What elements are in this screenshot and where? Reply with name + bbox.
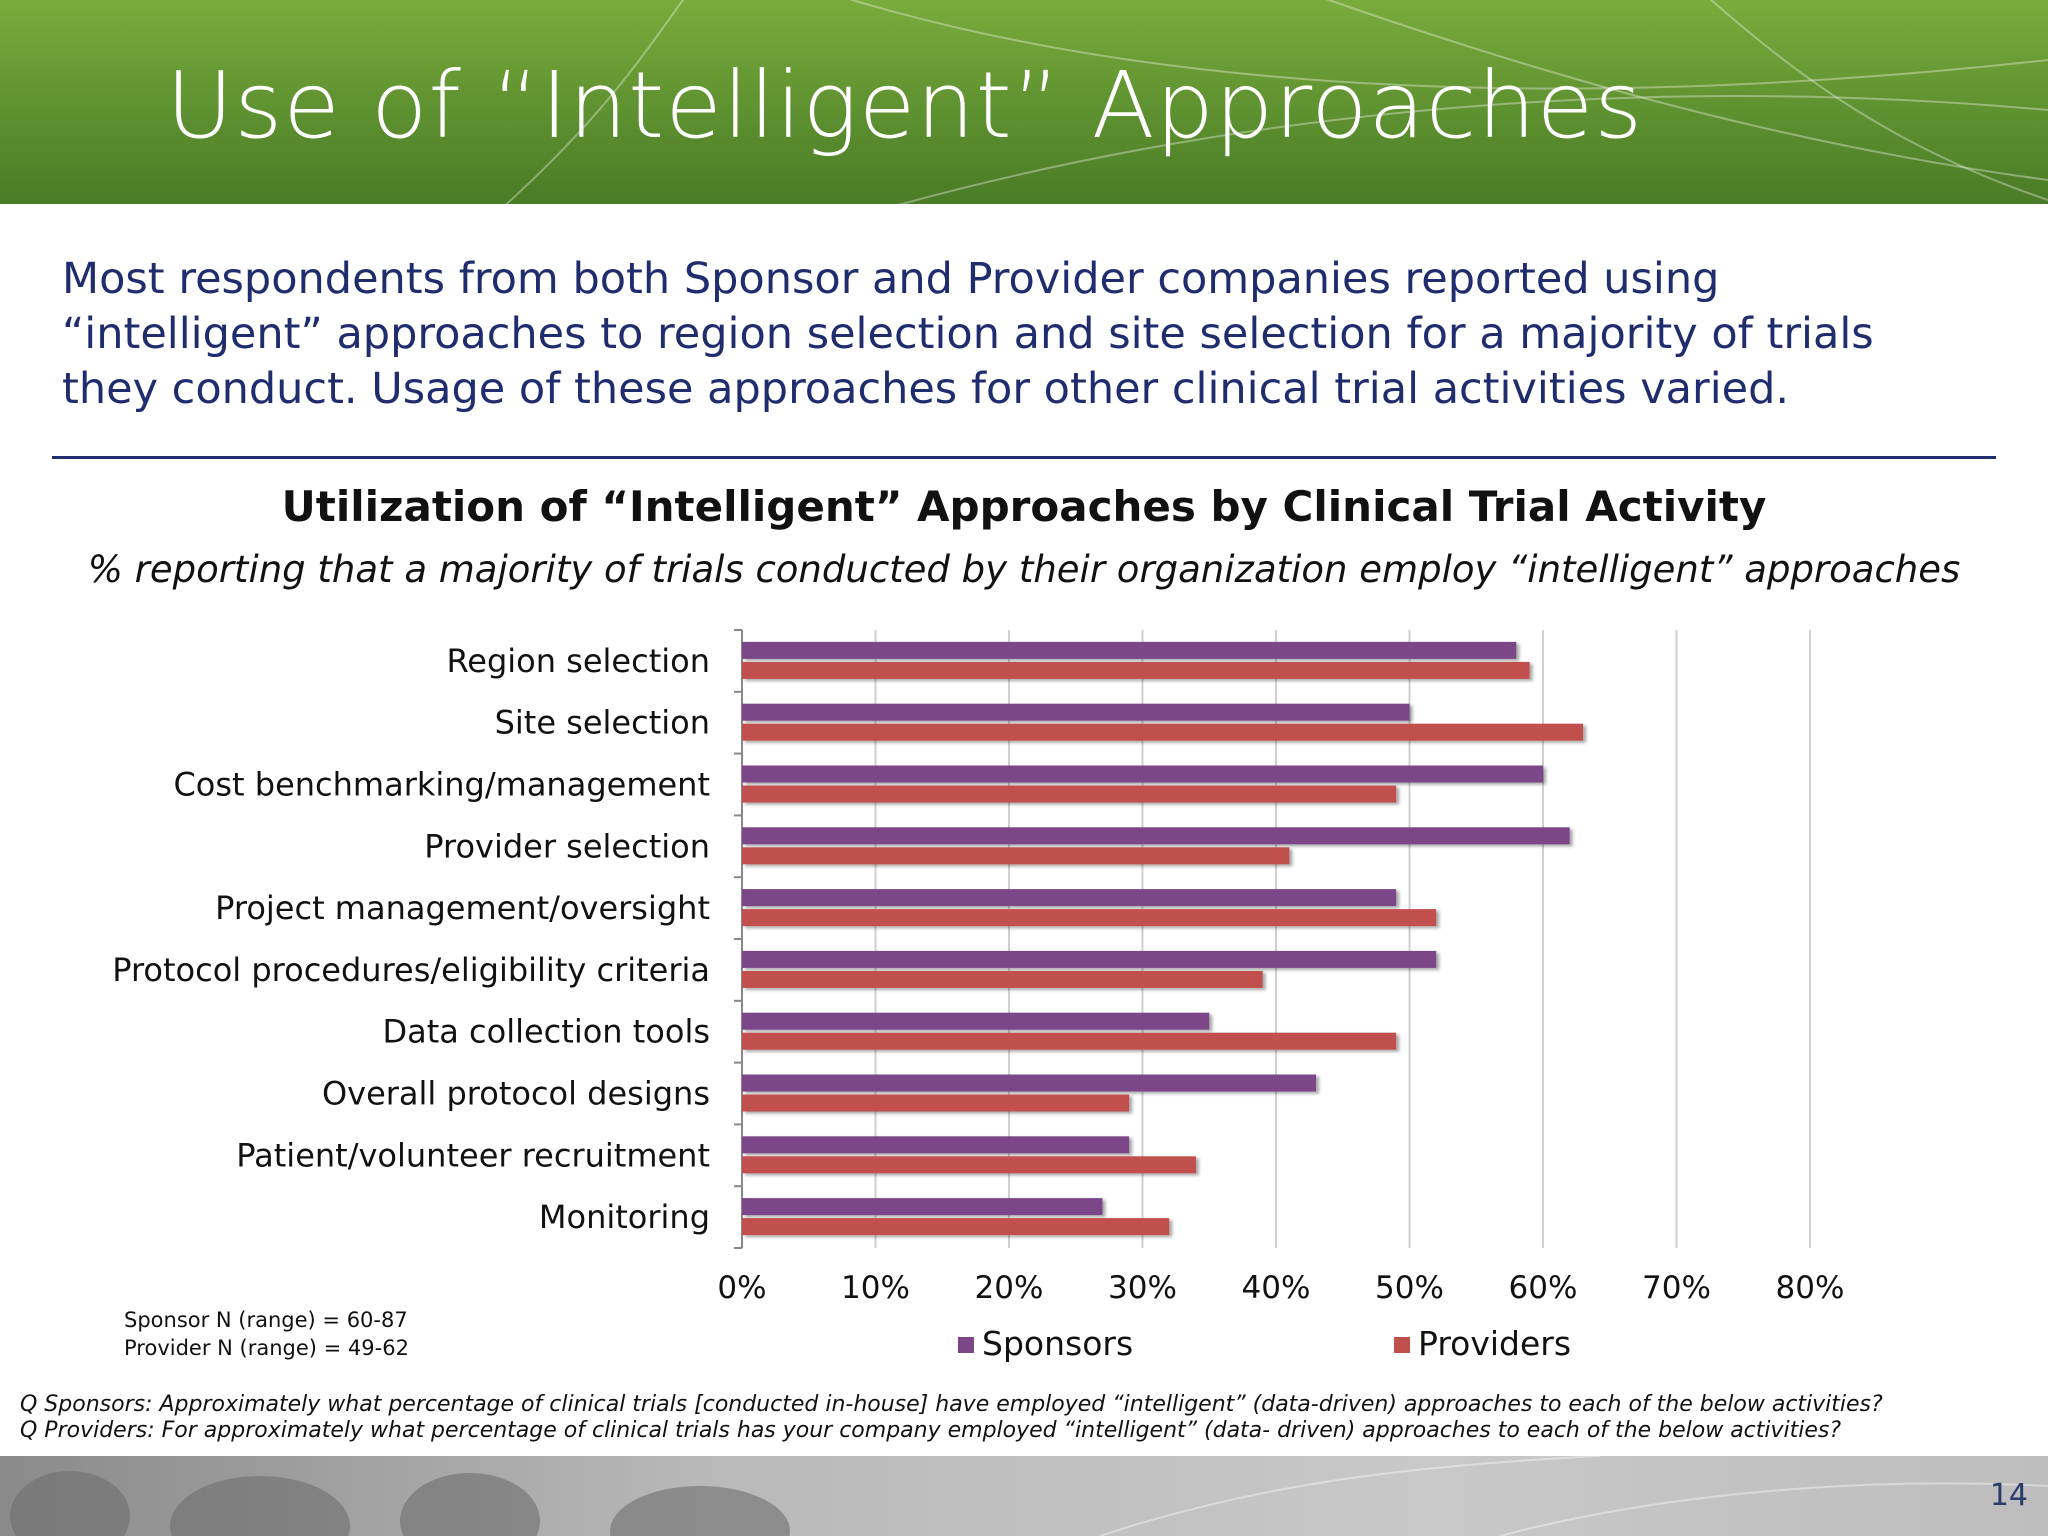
provider-n-note: Provider N (range) = 49-62 <box>124 1336 409 1360</box>
category-label: Patient/volunteer recruitment <box>236 1136 710 1174</box>
question-sponsors: Q Sponsors: Approximately what percentag… <box>20 1392 1883 1417</box>
category-label: Overall protocol designs <box>322 1075 710 1113</box>
sponsor-n-note: Sponsor N (range) = 60-87 <box>124 1308 408 1332</box>
x-tick-label: 60% <box>1509 1270 1578 1306</box>
category-label: Project management/oversight <box>215 889 710 927</box>
bar-sponsors <box>742 950 1437 968</box>
x-tick-label: 10% <box>841 1270 910 1306</box>
legend-item-providers: Providers <box>1394 1324 1571 1363</box>
legend-item-sponsors: Sponsors <box>958 1324 1133 1363</box>
bar-sponsors <box>742 641 1517 659</box>
x-tick-label: 0% <box>717 1270 766 1306</box>
bar-sponsors <box>742 703 1410 721</box>
bar-sponsors <box>742 889 1397 907</box>
category-label: Data collection tools <box>382 1013 710 1051</box>
legend-swatch-providers <box>1394 1337 1410 1353</box>
bar-sponsors <box>742 1136 1130 1154</box>
x-tick-label: 50% <box>1375 1270 1444 1306</box>
slide-footer <box>0 1456 2048 1536</box>
category-label: Monitoring <box>539 1198 710 1236</box>
divider <box>52 456 1996 459</box>
bar-sponsors <box>742 1198 1103 1216</box>
bar-sponsors <box>742 827 1570 845</box>
bar-providers <box>742 970 1263 988</box>
question-providers: Q Providers: For approximately what perc… <box>20 1418 1842 1443</box>
bar-providers <box>742 1094 1130 1112</box>
x-tick-label: 40% <box>1242 1270 1311 1306</box>
bar-providers <box>742 1032 1397 1050</box>
bar-providers <box>742 1218 1170 1236</box>
category-label: Provider selection <box>424 827 710 865</box>
x-tick-label: 20% <box>975 1270 1044 1306</box>
bar-providers <box>742 1156 1196 1174</box>
footer-decoration <box>10 1456 2048 1536</box>
category-label: Cost benchmarking/management <box>173 766 710 804</box>
category-label: Site selection <box>495 704 710 742</box>
bar-providers <box>742 909 1437 927</box>
category-label: Region selection <box>446 642 710 680</box>
bar-providers <box>742 785 1397 803</box>
bar-chart: 0% 10% 20% 30% 40% 50% 60% 70% 80% Region selecti… <box>112 629 1845 1306</box>
bar-providers <box>742 847 1290 865</box>
bar-sponsors <box>742 1074 1317 1092</box>
bar-providers <box>742 661 1530 679</box>
page-number: 14 <box>1989 1478 2028 1513</box>
summary-text: Most respondents from both Sponsor and P… <box>62 254 1874 414</box>
chart-subtitle: % reporting that a majority of trials co… <box>87 548 1961 591</box>
legend-swatch-sponsors <box>958 1337 974 1353</box>
legend-label-providers: Providers <box>1418 1324 1572 1363</box>
x-tick-label: 80% <box>1776 1270 1845 1306</box>
slide-title: Use of “Intelligent” Approaches <box>166 52 1644 159</box>
category-label: Protocol procedures/eligibility criteria <box>112 951 710 989</box>
legend-label-sponsors: Sponsors <box>982 1324 1134 1363</box>
bar-providers <box>742 723 1584 741</box>
slide-header: Use of “Intelligent” Approaches <box>0 0 2048 204</box>
header-decoration <box>505 0 2048 204</box>
bar-sponsors <box>742 765 1543 783</box>
x-tick-label: 30% <box>1108 1270 1177 1306</box>
chart-title: Utilization of “Intelligent” Approaches … <box>281 482 1767 531</box>
x-tick-label: 70% <box>1642 1270 1711 1306</box>
bar-sponsors <box>742 1012 1210 1030</box>
